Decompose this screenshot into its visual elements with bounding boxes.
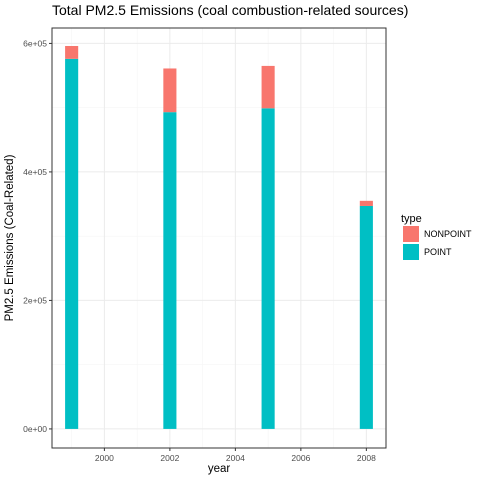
x-tick-label: 2004	[226, 453, 245, 463]
legend-title: type	[401, 213, 422, 225]
x-tick-label: 2002	[160, 453, 179, 463]
x-tick-label: 2000	[95, 453, 114, 463]
legend-key-nonpoint	[403, 226, 419, 242]
bar-nonpoint-1999	[65, 45, 79, 59]
panel-background	[52, 28, 386, 448]
chart-title: Total PM2.5 Emissions (coal combustion-r…	[52, 2, 408, 18]
panel-border	[51, 27, 387, 449]
plot-panel: 2000 2002 2004 2006 2008 0e+00 2e+05 4e+05 6e+05	[23, 27, 387, 463]
bar-point-2002	[163, 112, 177, 429]
y-tick-label: 0e+00	[23, 424, 47, 434]
x-tick-label: 2008	[357, 453, 376, 463]
y-tick-label: 2e+05	[23, 295, 47, 305]
y-tick-label: 4e+05	[23, 167, 47, 177]
x-axis-title: year	[208, 463, 231, 475]
bar-nonpoint-2002	[163, 68, 177, 113]
x-tick-label: 2006	[291, 453, 310, 463]
bar-point-1999	[65, 58, 79, 429]
legend-label-point: POINT	[424, 247, 452, 257]
bar-nonpoint-2008	[359, 200, 373, 206]
legend-key-point	[403, 244, 419, 260]
bar-point-2005	[261, 108, 275, 429]
y-tick-label: 6e+05	[23, 38, 47, 48]
bar-nonpoint-2005	[261, 65, 275, 109]
legend-label-nonpoint: NONPOINT	[424, 229, 472, 239]
y-axis-title: PM2.5 Emissions (Coal-Related)	[4, 154, 16, 321]
bar-point-2008	[359, 205, 373, 429]
